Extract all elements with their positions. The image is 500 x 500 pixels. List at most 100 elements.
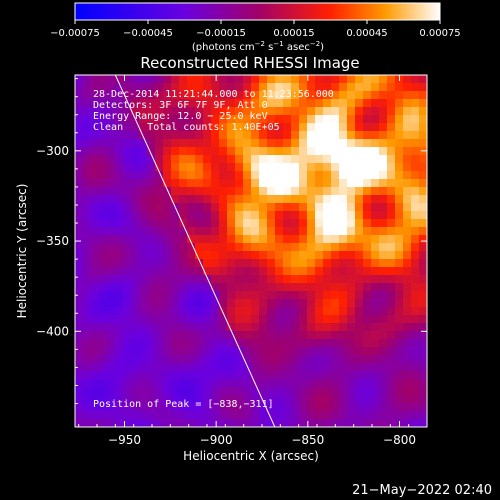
heatmap-cell bbox=[347, 75, 356, 84]
heatmap-cell bbox=[323, 283, 332, 292]
heatmap-cell bbox=[411, 387, 420, 396]
heatmap-cell bbox=[395, 235, 404, 244]
heatmap-cell bbox=[275, 251, 284, 260]
heatmap-cell bbox=[235, 387, 244, 396]
heatmap-cell bbox=[291, 203, 300, 212]
heatmap-cell bbox=[299, 115, 308, 124]
heatmap-cell bbox=[171, 267, 180, 276]
heatmap-cell bbox=[163, 307, 172, 316]
heatmap-cell bbox=[299, 203, 308, 212]
heatmap-cell bbox=[219, 347, 228, 356]
heatmap-cell bbox=[315, 243, 324, 252]
heatmap-cell bbox=[371, 147, 380, 156]
heatmap-cell bbox=[395, 187, 404, 196]
heatmap-cell bbox=[379, 131, 388, 140]
heatmap-cell bbox=[419, 187, 427, 196]
heatmap-cell bbox=[187, 147, 196, 156]
heatmap-cell bbox=[235, 243, 244, 252]
heatmap-cell bbox=[395, 91, 404, 100]
heatmap-cell bbox=[131, 299, 140, 308]
heatmap-cell bbox=[251, 131, 260, 140]
heatmap-cell bbox=[147, 283, 156, 292]
heatmap-cell bbox=[155, 171, 164, 180]
heatmap-cell bbox=[227, 363, 236, 372]
heatmap-cell bbox=[251, 283, 260, 292]
heatmap-cell bbox=[323, 227, 332, 236]
heatmap-cell bbox=[267, 355, 276, 364]
heatmap-cell bbox=[267, 347, 276, 356]
heatmap-cell bbox=[75, 371, 84, 380]
heatmap-cell bbox=[259, 155, 268, 164]
heatmap-cell bbox=[83, 275, 92, 284]
heatmap-cell bbox=[163, 395, 172, 404]
heatmap-cell bbox=[107, 363, 116, 372]
heatmap-cell bbox=[163, 355, 172, 364]
heatmap-cell bbox=[283, 163, 292, 172]
heatmap-cell bbox=[323, 339, 332, 348]
heatmap-cell bbox=[419, 331, 427, 340]
heatmap-cell bbox=[235, 195, 244, 204]
heatmap-cell bbox=[363, 107, 372, 116]
heatmap-cell bbox=[107, 419, 116, 427]
heatmap-cell bbox=[379, 171, 388, 180]
heatmap-cell bbox=[163, 115, 172, 124]
heatmap-cell bbox=[363, 91, 372, 100]
heatmap-cell bbox=[171, 83, 180, 92]
heatmap-cell bbox=[75, 419, 84, 427]
heatmap-cell bbox=[339, 275, 348, 284]
heatmap-cell bbox=[363, 403, 372, 412]
heatmap-cell bbox=[107, 251, 116, 260]
heatmap-cell bbox=[83, 387, 92, 396]
heatmap-cell bbox=[75, 403, 84, 412]
heatmap-cell bbox=[299, 379, 308, 388]
heatmap-cell bbox=[227, 243, 236, 252]
colorbar-ticks: −0.00075 −0.00045 −0.00015 0.00015 0.00045 0.… bbox=[50, 20, 461, 39]
heatmap-cell bbox=[323, 387, 332, 396]
heatmap-cell bbox=[355, 355, 364, 364]
heatmap-cell bbox=[227, 195, 236, 204]
heatmap-cell bbox=[155, 147, 164, 156]
heatmap-cell bbox=[339, 83, 348, 92]
heatmap-cell bbox=[275, 147, 284, 156]
heatmap-cell bbox=[163, 131, 172, 140]
heatmap-cell bbox=[107, 331, 116, 340]
heatmap-cell bbox=[299, 419, 308, 427]
heatmap-cell bbox=[203, 171, 212, 180]
heatmap-cell bbox=[171, 147, 180, 156]
heatmap-cell bbox=[163, 123, 172, 132]
heatmap-cell bbox=[291, 299, 300, 308]
heatmap-cell bbox=[267, 275, 276, 284]
heatmap-cell bbox=[99, 131, 108, 140]
heatmap-cell bbox=[387, 203, 396, 212]
heatmap-cell bbox=[187, 235, 196, 244]
heatmap-cell bbox=[123, 283, 132, 292]
heatmap-cell bbox=[283, 291, 292, 300]
heatmap-cell bbox=[91, 411, 100, 420]
heatmap-cell bbox=[251, 243, 260, 252]
heatmap-cell bbox=[331, 387, 340, 396]
heatmap-cell bbox=[131, 179, 140, 188]
heatmap-cell bbox=[363, 275, 372, 284]
heatmap-cell bbox=[267, 171, 276, 180]
heatmap-cell bbox=[395, 299, 404, 308]
heatmap-cell bbox=[83, 355, 92, 364]
heatmap-cell bbox=[347, 315, 356, 324]
heatmap-cell bbox=[291, 211, 300, 220]
heatmap-cell bbox=[403, 347, 412, 356]
heatmap-cell bbox=[347, 163, 356, 172]
heatmap-cell bbox=[243, 179, 252, 188]
heatmap-cell bbox=[419, 323, 427, 332]
heatmap-cell bbox=[395, 339, 404, 348]
heatmap-cell bbox=[267, 243, 276, 252]
heatmap-cell bbox=[403, 219, 412, 228]
heatmap-cell bbox=[315, 179, 324, 188]
heatmap-cell bbox=[235, 307, 244, 316]
heatmap-cell bbox=[75, 91, 84, 100]
heatmap-cell bbox=[243, 347, 252, 356]
heatmap-cell bbox=[291, 139, 300, 148]
heatmap-cell bbox=[419, 219, 427, 228]
heatmap-cell bbox=[339, 371, 348, 380]
heatmap-cell bbox=[163, 419, 172, 427]
heatmap-cell bbox=[259, 387, 268, 396]
heatmap-cell bbox=[403, 171, 412, 180]
